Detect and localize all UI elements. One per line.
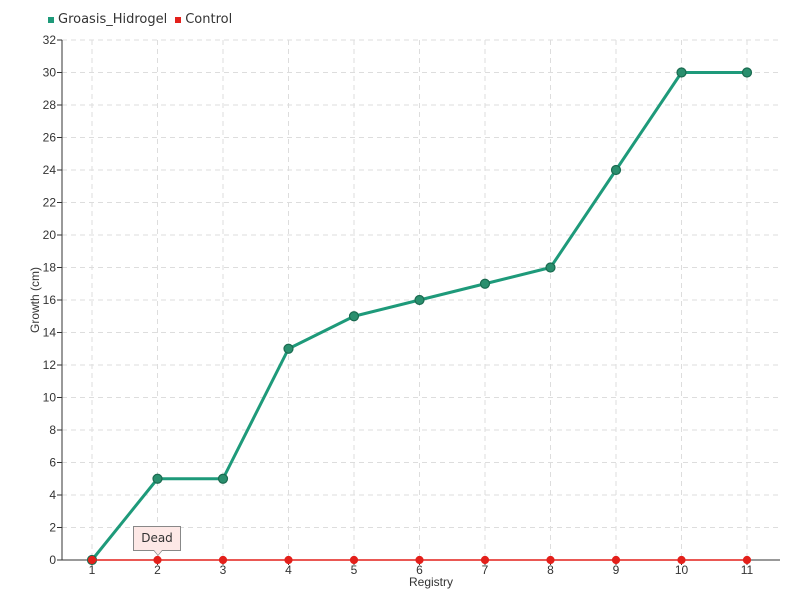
point-groasis	[414, 294, 425, 306]
x-tick-label: 3	[220, 563, 227, 577]
x-tick-label: 1	[89, 563, 96, 577]
legend-swatch-control	[175, 16, 182, 23]
point-control	[87, 555, 97, 565]
tooltip-pointer-fill	[154, 550, 162, 555]
y-tick-label: 8	[49, 423, 56, 437]
y-tick-label: 2	[49, 521, 56, 535]
y-tick-label: 12	[43, 358, 57, 372]
x-tick-label: 4	[285, 563, 292, 577]
x-tick-label: 6	[416, 563, 423, 577]
y-tick-label: 26	[43, 131, 57, 145]
legend-label-control: Control	[185, 12, 233, 27]
y-tick-label: 14	[43, 326, 57, 340]
y-tick-label: 6	[49, 456, 56, 470]
y-tick-label: 18	[43, 261, 57, 275]
y-tick-label: 16	[43, 293, 57, 307]
x-tick-label: 7	[482, 563, 489, 577]
point-control	[218, 555, 228, 565]
y-tick-label: 28	[43, 98, 57, 112]
legend-item-control[interactable]: Control	[175, 12, 232, 27]
point-groasis	[348, 311, 360, 322]
point-control	[349, 555, 359, 565]
point-groasis	[741, 67, 753, 78]
x-tick-label: 8	[547, 563, 554, 577]
legend-swatch-groasis	[48, 16, 54, 23]
y-tick-label: 22	[43, 196, 57, 210]
x-tick-label: 11	[741, 563, 754, 577]
series-line-groasis	[90, 71, 747, 561]
legend-item-groasis[interactable]: Groasis_Hidrogel	[48, 12, 167, 27]
x-tick-label: 10	[675, 563, 689, 577]
point-groasis	[545, 262, 556, 273]
point-groasis	[217, 473, 229, 484]
point-control	[284, 555, 293, 565]
point-groasis	[610, 164, 622, 176]
dead-tooltip: Dead	[133, 526, 181, 556]
legend: Groasis_Hidrogel Control	[48, 12, 240, 27]
point-control	[611, 555, 621, 565]
dead-tooltip-text: Dead	[141, 531, 173, 545]
x-tick-label: 9	[613, 563, 620, 577]
point-groasis	[676, 67, 687, 78]
x-tick-label: 2	[154, 563, 161, 577]
legend-label-groasis: Groasis_Hidrogel	[58, 12, 168, 27]
y-tick-label: 4	[49, 488, 56, 502]
point-control	[546, 555, 555, 565]
y-tick-label: 32	[43, 33, 57, 47]
y-tick-label: 10	[43, 391, 57, 405]
x-axis-label: Registry	[409, 575, 453, 589]
y-tick-label: 30	[43, 66, 57, 80]
point-groasis	[283, 343, 294, 354]
x-tick-label: 5	[351, 563, 358, 577]
point-groasis	[479, 278, 491, 289]
y-tick-label: 0	[49, 553, 56, 567]
point-control	[153, 555, 162, 565]
y-tick-label: 20	[43, 228, 57, 242]
point-control	[415, 555, 424, 565]
point-control	[480, 555, 490, 565]
y-axis-label: Growth (cm)	[28, 267, 42, 333]
point-control	[742, 555, 752, 565]
y-tick-label: 24	[43, 163, 57, 177]
point-groasis	[152, 473, 163, 484]
point-control	[677, 555, 686, 565]
